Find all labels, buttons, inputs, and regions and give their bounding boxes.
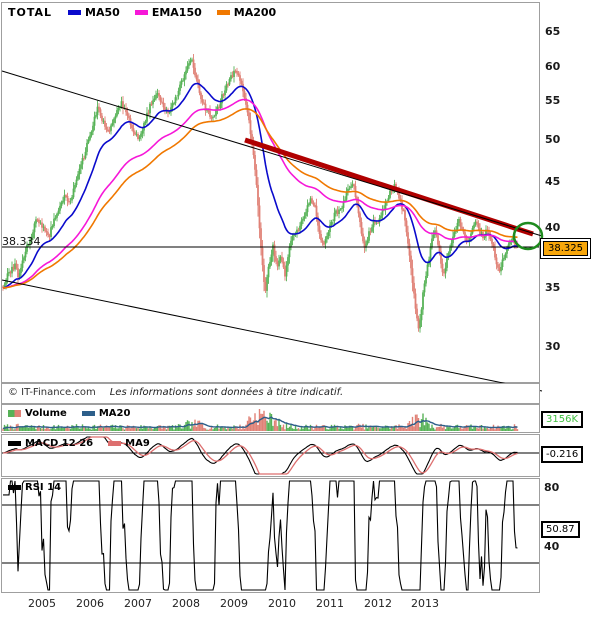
- year-axis-tick: 2013: [411, 597, 439, 610]
- price-axis-tick: 50: [545, 133, 561, 146]
- hline-price-label: 38.334: [2, 235, 41, 248]
- volume-canvas[interactable]: [2, 405, 539, 432]
- rsi-axis-tick: 80: [544, 481, 560, 494]
- year-axis-tick: 2008: [172, 597, 200, 610]
- volume-panel[interactable]: Volume MA20: [1, 404, 540, 433]
- highlight-circle: [512, 221, 544, 251]
- copyright-strip: © IT-Finance.com Les informations sont do…: [1, 383, 540, 404]
- price-axis-tick: 65: [545, 25, 561, 38]
- price-axis-tick: 40: [545, 221, 561, 234]
- rsi-canvas[interactable]: [2, 479, 539, 592]
- year-axis-tick: 2012: [364, 597, 392, 610]
- year-axis-tick: 2006: [76, 597, 104, 610]
- main-price-panel[interactable]: TOTAL MA50 EMA150 MA200: [1, 2, 544, 392]
- last-price-box: 38.325: [540, 238, 591, 259]
- year-axis-tick: 2011: [316, 597, 344, 610]
- year-axis-tick: 2005: [28, 597, 56, 610]
- macd-panel[interactable]: MACD 12 26 MA9: [1, 434, 540, 477]
- year-axis-tick: 2007: [124, 597, 152, 610]
- copyright-source: © IT-Finance.com: [8, 387, 96, 398]
- macd-canvas[interactable]: [2, 435, 539, 476]
- price-axis-tick: 55: [545, 94, 561, 107]
- year-axis-tick: 2010: [268, 597, 296, 610]
- rsi-panel[interactable]: RSI 14: [1, 478, 540, 593]
- price-axis-tick: 60: [545, 60, 561, 73]
- price-axis-tick: 45: [545, 175, 561, 188]
- price-axis-tick: 30: [545, 340, 561, 353]
- year-axis-tick: 2009: [220, 597, 248, 610]
- rsi-value-box: 50.87: [541, 521, 580, 538]
- price-chart-canvas[interactable]: [1, 3, 544, 392]
- last-price-value: 38.325: [543, 241, 588, 256]
- rsi-axis-tick: 40: [544, 540, 560, 553]
- volume-value-box: 3156K: [541, 411, 584, 428]
- macd-value-box: -0.216: [541, 446, 584, 463]
- copyright-notice: Les informations sont données à titre in…: [109, 387, 344, 398]
- price-axis-tick: 35: [545, 281, 561, 294]
